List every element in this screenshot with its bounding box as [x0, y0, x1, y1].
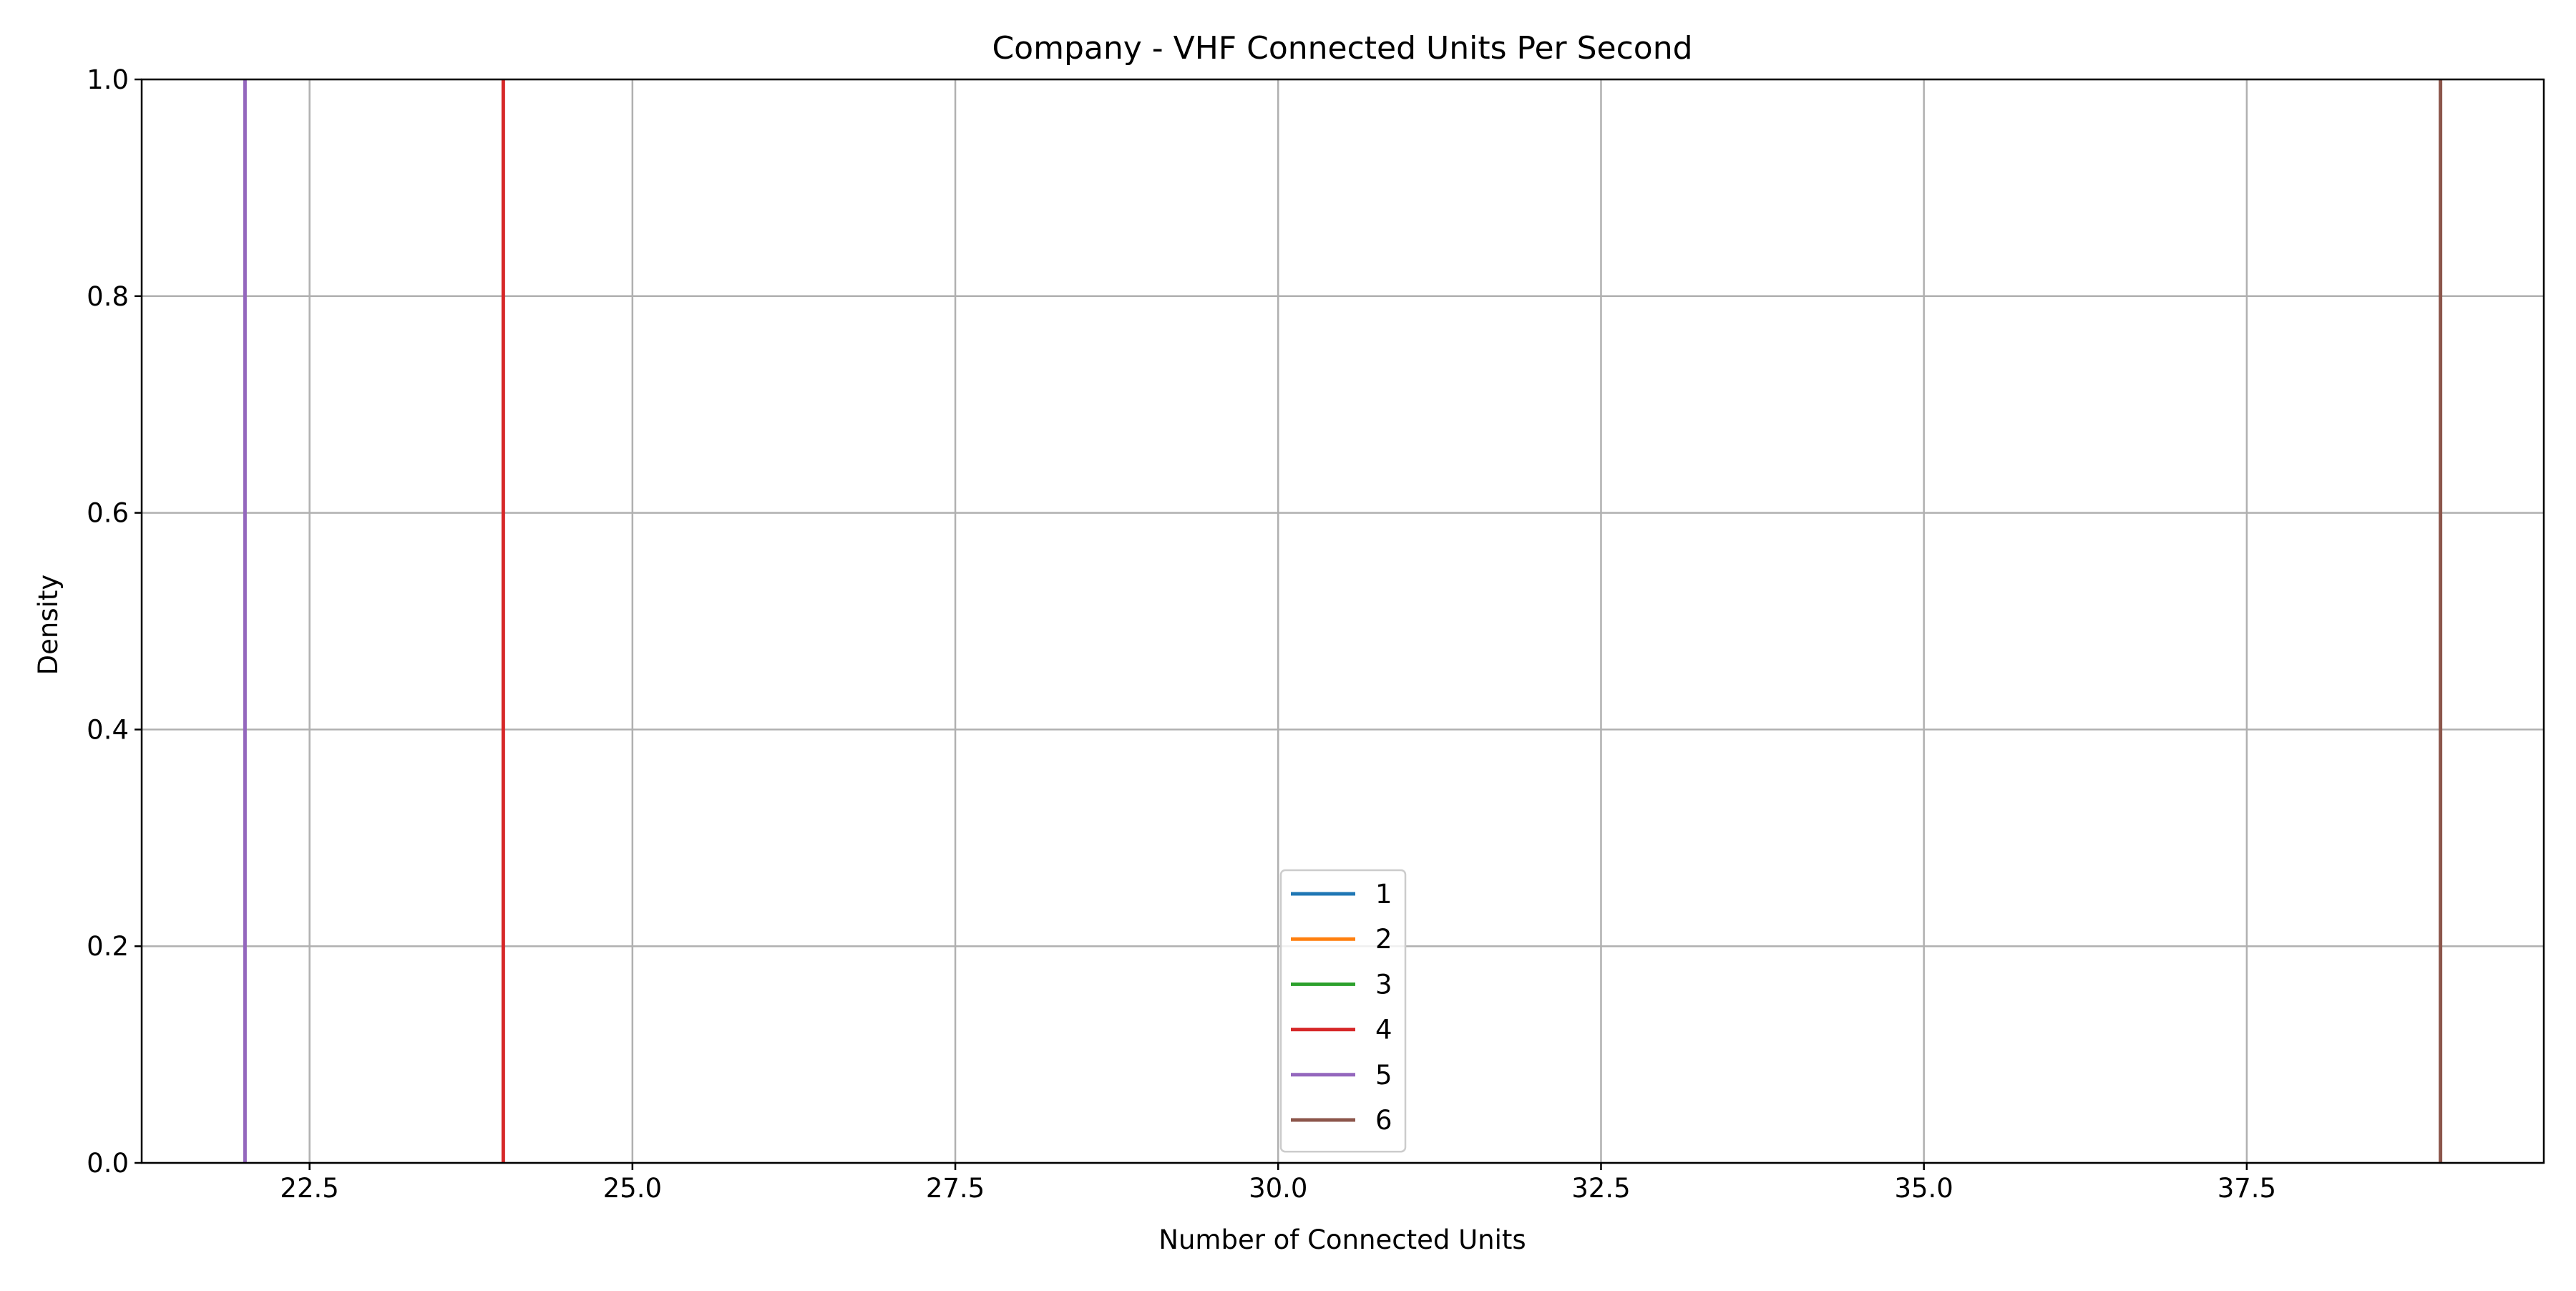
x-axis-label: Number of Connected Units — [1158, 1224, 1526, 1255]
legend-label: 4 — [1375, 1015, 1392, 1046]
legend-label: 6 — [1375, 1105, 1392, 1136]
x-tick-label: 37.5 — [2218, 1173, 2276, 1204]
y-tick-label: 0.8 — [87, 281, 129, 312]
x-tick-label: 25.0 — [603, 1173, 662, 1204]
y-tick-label: 0.6 — [87, 498, 129, 529]
x-tick-label: 27.5 — [926, 1173, 985, 1204]
x-tick-label: 32.5 — [1571, 1173, 1630, 1204]
y-tick-label: 0.2 — [87, 931, 129, 962]
x-tick-label: 35.0 — [1894, 1173, 1953, 1204]
chart-title: Company - VHF Connected Units Per Second — [992, 30, 1692, 67]
y-tick-label: 1.0 — [87, 64, 129, 95]
x-tick-label: 30.0 — [1249, 1173, 1307, 1204]
y-tick-label: 0.4 — [87, 714, 129, 745]
legend-label: 3 — [1375, 969, 1392, 1000]
legend-label: 2 — [1375, 924, 1392, 955]
legend-label: 1 — [1375, 879, 1392, 910]
x-tick-label: 22.5 — [280, 1173, 338, 1204]
legend: 1 2 3 4 5 6 — [1279, 869, 1407, 1153]
legend-label: 5 — [1375, 1060, 1392, 1091]
series-lines — [243, 79, 2443, 1163]
axes-frame — [140, 78, 2545, 1164]
y-tick-label: 0.0 — [87, 1148, 129, 1179]
y-axis-label: Density — [33, 575, 64, 676]
axis-ticks: 22.5 25.0 27.5 30.0 32.5 35.0 37.5 0.0 0.2 0.4 0.6… — [87, 64, 2276, 1204]
